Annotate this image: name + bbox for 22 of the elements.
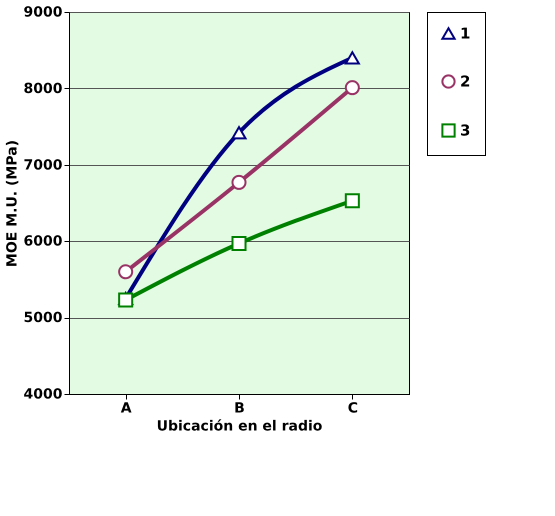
y-tick-label: 7000 [24, 157, 63, 174]
point [344, 51, 360, 64]
y-tick-label: 4000 [24, 386, 63, 402]
point [231, 126, 247, 140]
x-axis-title: Ubicación en el radio [156, 418, 323, 434]
legend-label: 2 [460, 72, 470, 90]
legend-label: 1 [460, 24, 470, 42]
point [344, 80, 360, 96]
x-tick-label: A [120, 400, 132, 416]
point [118, 264, 134, 280]
y-tick-label: 9000 [24, 4, 63, 20]
y-tick-label: 8000 [24, 80, 63, 97]
point [231, 236, 247, 252]
point [118, 292, 134, 308]
y-tick-label: 6000 [24, 234, 63, 250]
x-tick-label: C [348, 400, 358, 416]
legend-label: 3 [460, 122, 470, 140]
point [344, 193, 360, 208]
y-tick-label: 5000 [24, 310, 63, 326]
y-axis-title: MOE M.U. (MPa) [4, 140, 21, 268]
point [231, 174, 247, 190]
x-tick-label: B [234, 400, 245, 416]
